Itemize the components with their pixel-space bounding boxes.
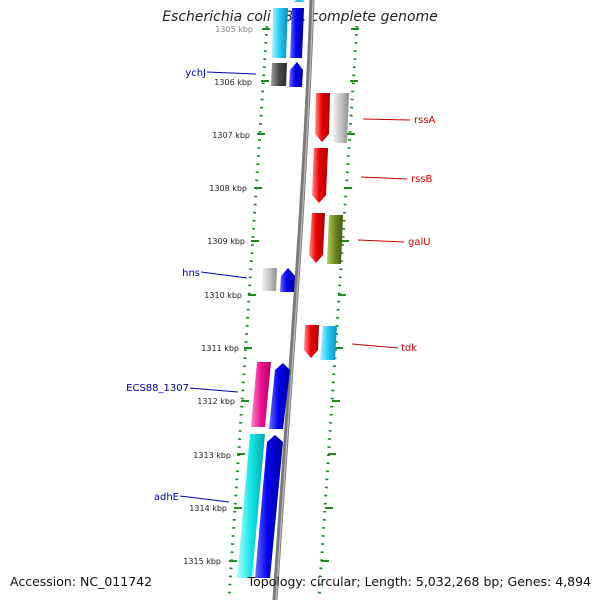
gene-feature[interactable]: [271, 63, 287, 86]
gene-label-right[interactable]: rssA: [414, 115, 436, 126]
gene-feature[interactable]: [262, 268, 277, 291]
axis-label: 1314 kbp: [189, 504, 227, 513]
gene-label-left[interactable]: adhE: [154, 492, 179, 503]
gene-feature[interactable]: [290, 8, 304, 58]
gene-feature[interactable]: [280, 268, 295, 292]
gene-feature[interactable]: [289, 62, 303, 87]
gene-feature[interactable]: [312, 148, 328, 203]
axis-label: 1311 kbp: [201, 344, 239, 353]
gene-feature[interactable]: [309, 213, 325, 263]
axis-label: 1308 kbp: [209, 184, 247, 193]
gene-label-right[interactable]: rssB: [411, 174, 433, 185]
gene-feature[interactable]: [237, 434, 265, 578]
gene-label-left[interactable]: ychJ: [185, 68, 206, 79]
genome-backbone: [272, 0, 315, 600]
axis-label: 1305 kbp: [215, 25, 253, 34]
gene-feature[interactable]: [255, 435, 283, 578]
gene-feature[interactable]: [294, 0, 305, 2]
axis-label: 1313 kbp: [193, 451, 231, 460]
accession-text: Accession: NC_011742: [10, 574, 153, 589]
gene-label-right[interactable]: tdk: [401, 343, 417, 354]
gene-label-left[interactable]: hns: [182, 268, 200, 279]
axis-label: 1315 kbp: [183, 557, 221, 566]
gene-feature[interactable]: [320, 326, 337, 360]
gene-feature[interactable]: [269, 363, 290, 429]
axis-label: 1309 kbp: [207, 237, 245, 246]
gene-label-right[interactable]: galU: [408, 237, 431, 248]
axis-label: 1307 kbp: [212, 131, 250, 140]
gene-feature[interactable]: [304, 325, 319, 358]
gene-feature[interactable]: [315, 93, 330, 142]
gene-labels: ychJ hns ECS88_1307 adhE rssA rssB galU …: [126, 68, 435, 503]
gene-feature[interactable]: [272, 8, 288, 58]
left-strand-genes: [237, 0, 305, 578]
gene-feature[interactable]: [251, 362, 271, 427]
label-leaders: [179, 71, 411, 503]
gene-feature[interactable]: [327, 215, 343, 264]
right-strand-genes: [304, 93, 349, 360]
scale-ticks: [229, 28, 359, 562]
axis-label: 1312 kbp: [197, 397, 235, 406]
axis-label: 1306 kbp: [214, 78, 252, 87]
axis-label: 1310 kbp: [204, 291, 242, 300]
gene-label-left[interactable]: ECS88_1307: [126, 383, 189, 394]
genome-summary-text: Topology: circular; Length: 5,032,268 bp…: [247, 574, 591, 589]
gene-feature[interactable]: [333, 93, 349, 143]
axis-labels: 1305 kbp 1306 kbp 1307 kbp 1308 kbp 1309…: [183, 25, 253, 566]
